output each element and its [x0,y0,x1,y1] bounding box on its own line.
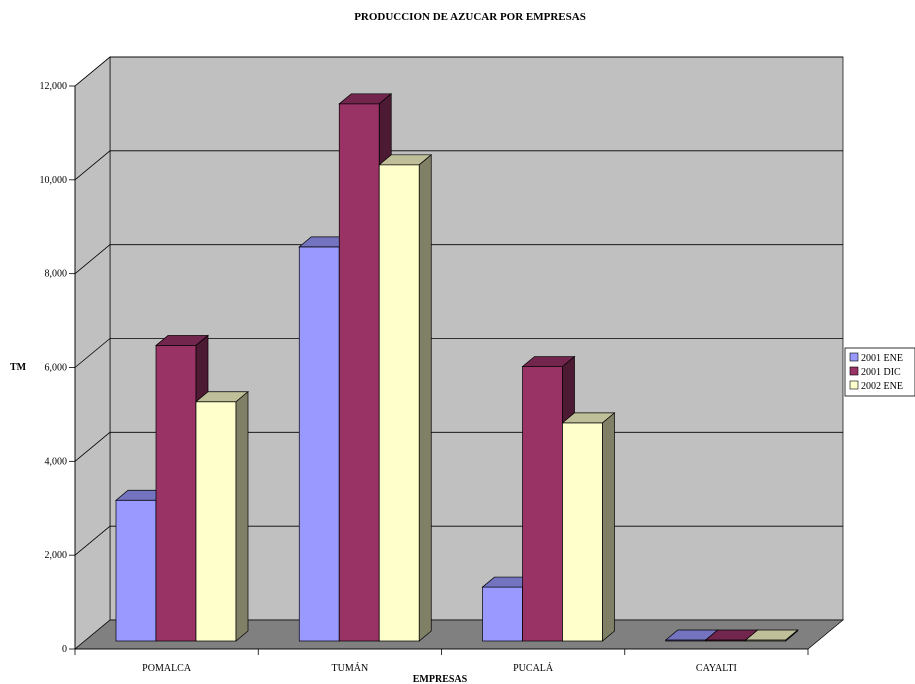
legend: 2001 ENE 2001 DIC 2002 ENE [844,347,915,397]
y-tick-label: 6,000 [45,363,68,374]
bar-front [522,366,563,642]
y-tick-label: 12,000 [40,81,68,92]
bar [561,412,616,642]
gridline [74,244,843,274]
legend-label: 2002 ENE [861,381,903,392]
y-tick-label: 10,000 [40,175,68,186]
y-tick-label: 0 [62,644,67,655]
y-tick-label: 8,000 [45,269,68,280]
y-tick-label: 4,000 [45,456,68,467]
legend-label: 2001 DIC [861,367,901,378]
legend-swatch [849,366,859,376]
bar-side [418,154,432,642]
bar-front [482,586,523,642]
gridline [74,150,843,181]
bars [115,93,799,642]
bar [744,629,799,642]
x-axis-title: EMPRESAS [413,674,468,684]
bar-side [235,390,249,642]
bar-front [338,103,380,642]
y-tick-label: 2,000 [45,550,68,561]
legend-swatch [849,380,859,390]
bar [378,154,433,642]
x-axis: POMALCA TUMÁN PUCALÁ CAYALTI [74,648,809,674]
bar-front [378,164,420,642]
x-category-label: TUMÁN [332,662,369,674]
y-axis-title: TM [10,362,27,373]
gridline [74,338,843,368]
y-axis: 0 2,000 4,000 6,000 8,000 10,000 12,000 [40,81,76,655]
bar-front [155,345,197,642]
bar-front [562,422,603,642]
chart-title: PRODUCCION DE AZUCAR POR EMPRESAS [354,11,586,23]
legend-swatch [849,352,859,362]
bar-front [195,401,237,642]
gridline [74,56,843,87]
bar-front [298,246,340,642]
bar [195,390,249,642]
x-category-label: POMALCA [142,663,192,674]
legend-label: 2001 ENE [861,353,903,364]
x-category-label: PUCALÁ [513,662,554,674]
bar-side [602,412,615,642]
bar-side [785,629,799,642]
bar-front [115,499,157,642]
x-category-label: CAYALTI [696,663,737,674]
